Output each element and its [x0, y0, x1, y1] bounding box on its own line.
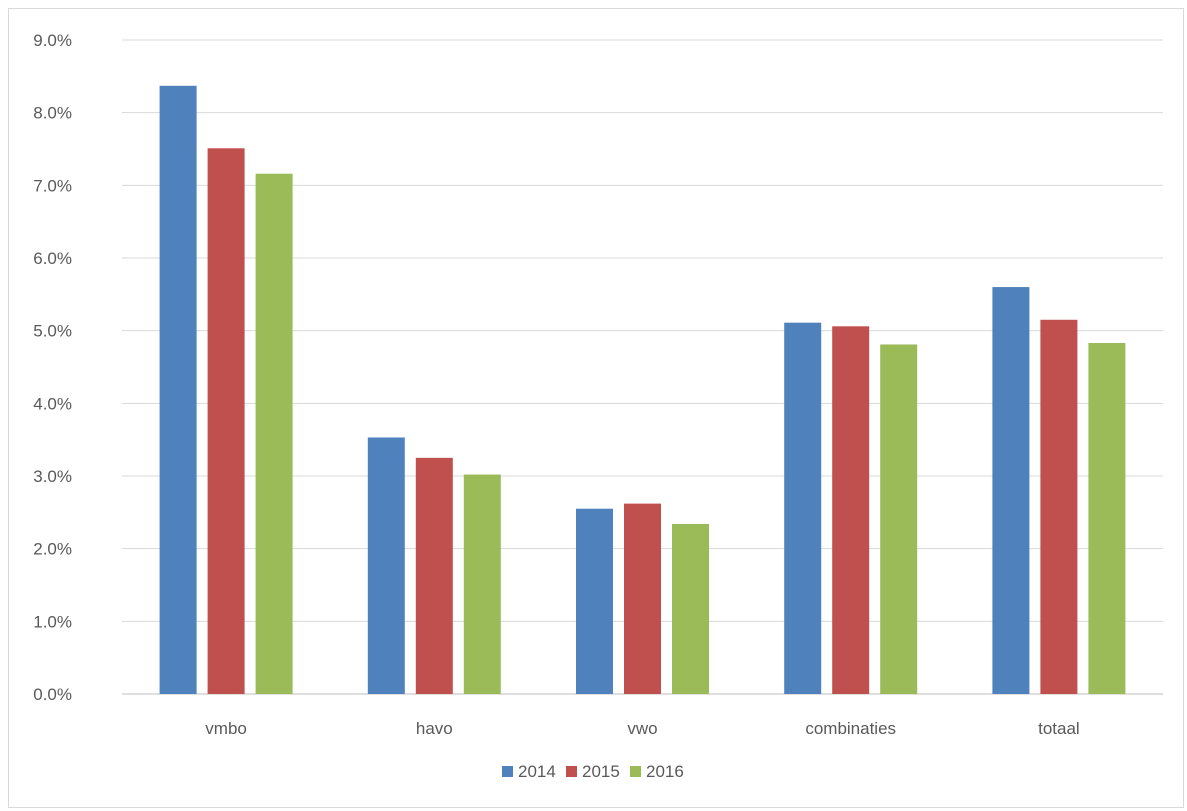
- x-tick-label: vwo: [627, 719, 657, 738]
- bar-2016-havo: [463, 474, 501, 694]
- y-tick-label: 3.0%: [33, 467, 72, 486]
- y-tick-label: 5.0%: [33, 322, 72, 341]
- y-tick-label: 8.0%: [33, 104, 72, 123]
- bar-2015-totaal: [1040, 319, 1078, 694]
- x-tick-label: vmbo: [205, 719, 247, 738]
- x-tick-label: combinaties: [805, 719, 896, 738]
- bar-2014-vmbo: [159, 85, 197, 694]
- y-tick-label: 9.0%: [33, 31, 72, 50]
- y-tick-label: 0.0%: [33, 685, 72, 704]
- bar-2016-combinaties: [880, 344, 918, 694]
- bar-2016-vwo: [672, 523, 709, 694]
- legend: 2014 2015 2016: [502, 762, 684, 781]
- bars: [159, 85, 1126, 695]
- legend-label-2016: 2016: [646, 762, 684, 781]
- bar-2014-havo: [367, 437, 405, 694]
- bar-2015-vwo: [624, 503, 661, 694]
- y-axis: 0.0% 1.0% 2.0% 3.0% 4.0% 5.0% 6.0% 7.0% 8.0% 9.0%: [33, 31, 72, 704]
- y-tick-label: 4.0%: [33, 394, 72, 413]
- y-tick-label: 2.0%: [33, 540, 72, 559]
- legend-swatch-2015: [566, 766, 577, 777]
- bar-2014-combinaties: [784, 322, 822, 694]
- legend-swatch-2016: [630, 766, 641, 777]
- bar-2016-totaal: [1088, 343, 1126, 694]
- y-tick-label: 6.0%: [33, 249, 72, 268]
- x-tick-label: totaal: [1038, 719, 1080, 738]
- bar-2015-havo: [415, 457, 453, 694]
- bar-2014-vwo: [576, 508, 613, 694]
- gridlines: [122, 39, 1163, 695]
- legend-label-2014: 2014: [518, 762, 556, 781]
- x-axis: vmbo havo vwo combinaties totaal: [205, 719, 1079, 738]
- bar-2015-vmbo: [207, 148, 245, 695]
- x-tick-label: havo: [416, 719, 453, 738]
- bar-2014-totaal: [992, 287, 1030, 694]
- legend-swatch-2014: [502, 766, 513, 777]
- bar-2016-vmbo: [255, 173, 293, 694]
- bar-2015-combinaties: [832, 326, 870, 694]
- y-tick-label: 7.0%: [33, 176, 72, 195]
- legend-label-2015: 2015: [582, 762, 620, 781]
- y-tick-label: 1.0%: [33, 612, 72, 631]
